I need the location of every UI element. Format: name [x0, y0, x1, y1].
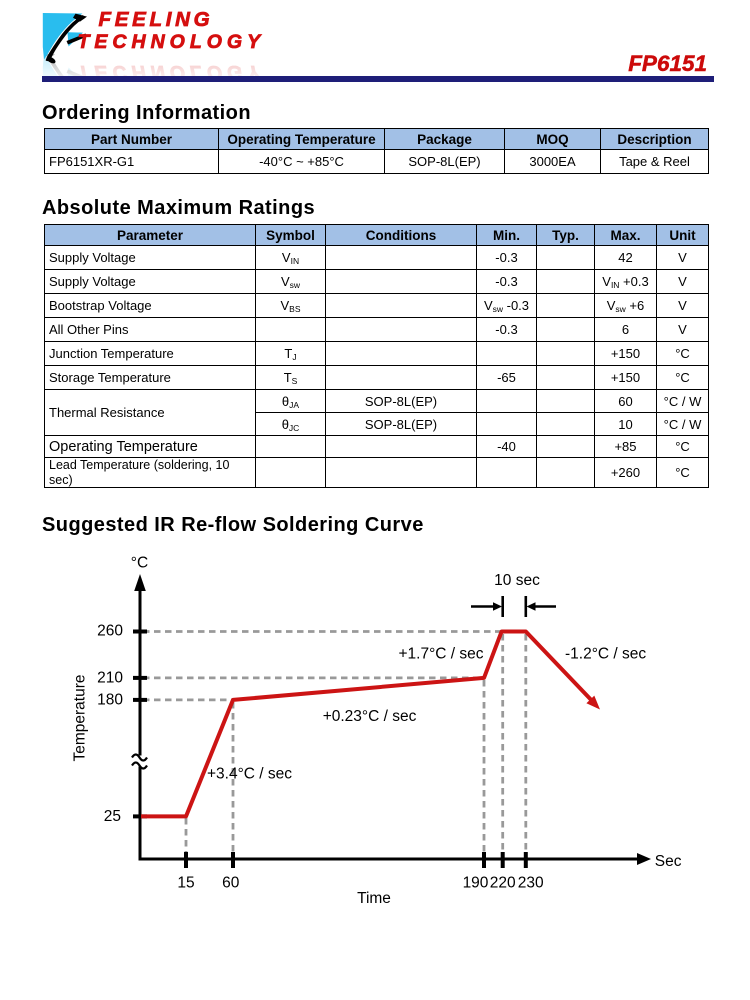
svg-text:210: 210	[97, 669, 123, 686]
svg-text:Temperature: Temperature	[72, 674, 89, 761]
svg-text:+0.23°C / sec: +0.23°C / sec	[323, 708, 417, 725]
svg-text:10 sec: 10 sec	[494, 572, 540, 589]
svg-text:60: 60	[222, 875, 240, 892]
svg-text:15: 15	[177, 875, 194, 892]
svg-text:+1.7°C / sec: +1.7°C / sec	[399, 645, 484, 662]
svg-text:Sec: Sec	[655, 853, 682, 870]
svg-text:25: 25	[104, 808, 121, 825]
svg-text:Time: Time	[357, 890, 391, 907]
svg-text:230: 230	[518, 875, 544, 892]
svg-text:190: 190	[463, 875, 489, 892]
svg-text:260: 260	[97, 623, 123, 640]
svg-text:220: 220	[490, 875, 516, 892]
svg-text:+3.4°C / sec: +3.4°C / sec	[207, 766, 292, 783]
svg-text:°C: °C	[131, 555, 148, 572]
svg-text:-1.2°C / sec: -1.2°C / sec	[565, 645, 646, 662]
svg-text:180: 180	[97, 691, 123, 708]
